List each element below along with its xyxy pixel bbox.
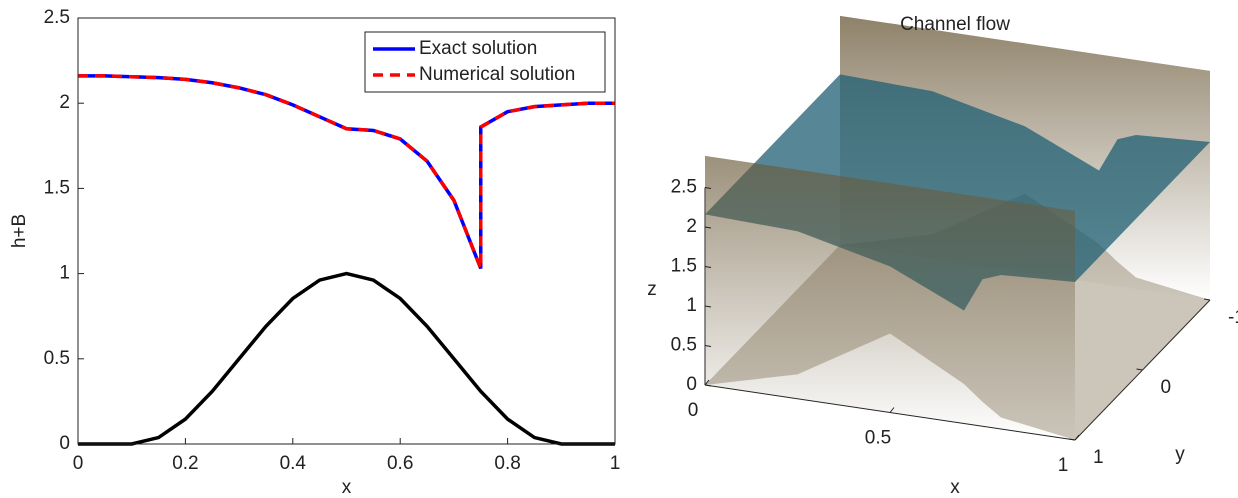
legend-box (364, 31, 606, 93)
z-tick-label: 1 (686, 295, 697, 316)
y-tick-label: 0.5 (44, 348, 70, 369)
series-line (78, 74, 615, 270)
z-tick (704, 266, 712, 268)
x-tick-label: 0.4 (280, 453, 307, 474)
z-tick-label: 1.5 (671, 256, 697, 277)
x-axis-label: x (950, 477, 960, 498)
z-tick (704, 187, 712, 189)
x-tick-label: 0.2 (172, 453, 198, 474)
z-axis-label: z (647, 279, 657, 300)
x-tick-label: 0.6 (387, 453, 413, 474)
y-tick-label: 0 (1161, 377, 1172, 398)
x-tick (1074, 434, 1080, 441)
x-tick-label: 0 (688, 400, 699, 421)
y-tick-label: 1 (1093, 447, 1104, 468)
x-tick-label: 1 (1058, 455, 1069, 476)
y-tick (1068, 438, 1076, 441)
series-line (78, 271, 615, 446)
z-tick-label: 0 (686, 374, 697, 395)
x-tick-label: 0.8 (494, 453, 520, 474)
y-tick (1203, 298, 1211, 301)
z-tick (704, 384, 712, 387)
surface-0 (705, 74, 1210, 311)
y-tick (1136, 368, 1143, 371)
series-line (78, 74, 615, 270)
z-tick (704, 226, 712, 229)
z-tick-label: 0.5 (671, 335, 697, 356)
legend-label: Numerical solution (419, 64, 575, 85)
z-tick (704, 305, 712, 308)
y-tick-label: 0 (59, 433, 70, 454)
chart-title: Channel flow (900, 14, 1010, 35)
y-tick-label: 2 (59, 92, 70, 113)
x-tick (889, 407, 895, 413)
legend-label: Exact solution (419, 38, 537, 59)
x-tick-label: 0 (73, 453, 84, 474)
front-wall (705, 155, 1075, 440)
x-tick-label: 1 (610, 453, 621, 474)
z-tick (704, 345, 712, 347)
z-tick-label: 2 (686, 216, 697, 237)
y-axis-label: h+B (9, 214, 30, 248)
y-tick-label: 1.5 (44, 177, 70, 198)
y-axis-label: y (1175, 444, 1185, 465)
x-axis-label: x (342, 477, 352, 498)
z-tick-label: 2.5 (671, 177, 697, 198)
y-tick-label: -1 (1228, 307, 1238, 328)
x-tick-label: 0.5 (865, 428, 891, 449)
x-tick (704, 379, 710, 386)
y-tick-label: 1 (59, 263, 70, 284)
y-tick-label: 2.5 (44, 7, 70, 28)
